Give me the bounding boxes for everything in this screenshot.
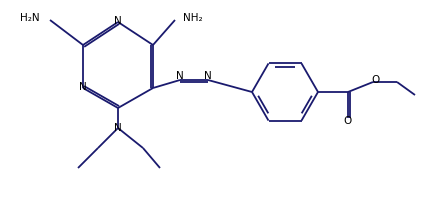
Text: O: O — [344, 116, 352, 126]
Text: N: N — [114, 16, 122, 25]
Text: O: O — [372, 75, 380, 85]
Text: N: N — [204, 71, 212, 81]
Text: NH₂: NH₂ — [183, 13, 202, 23]
Text: N: N — [176, 71, 184, 81]
Text: H₂N: H₂N — [20, 13, 40, 23]
Text: N: N — [79, 82, 87, 91]
Text: N: N — [114, 123, 122, 133]
